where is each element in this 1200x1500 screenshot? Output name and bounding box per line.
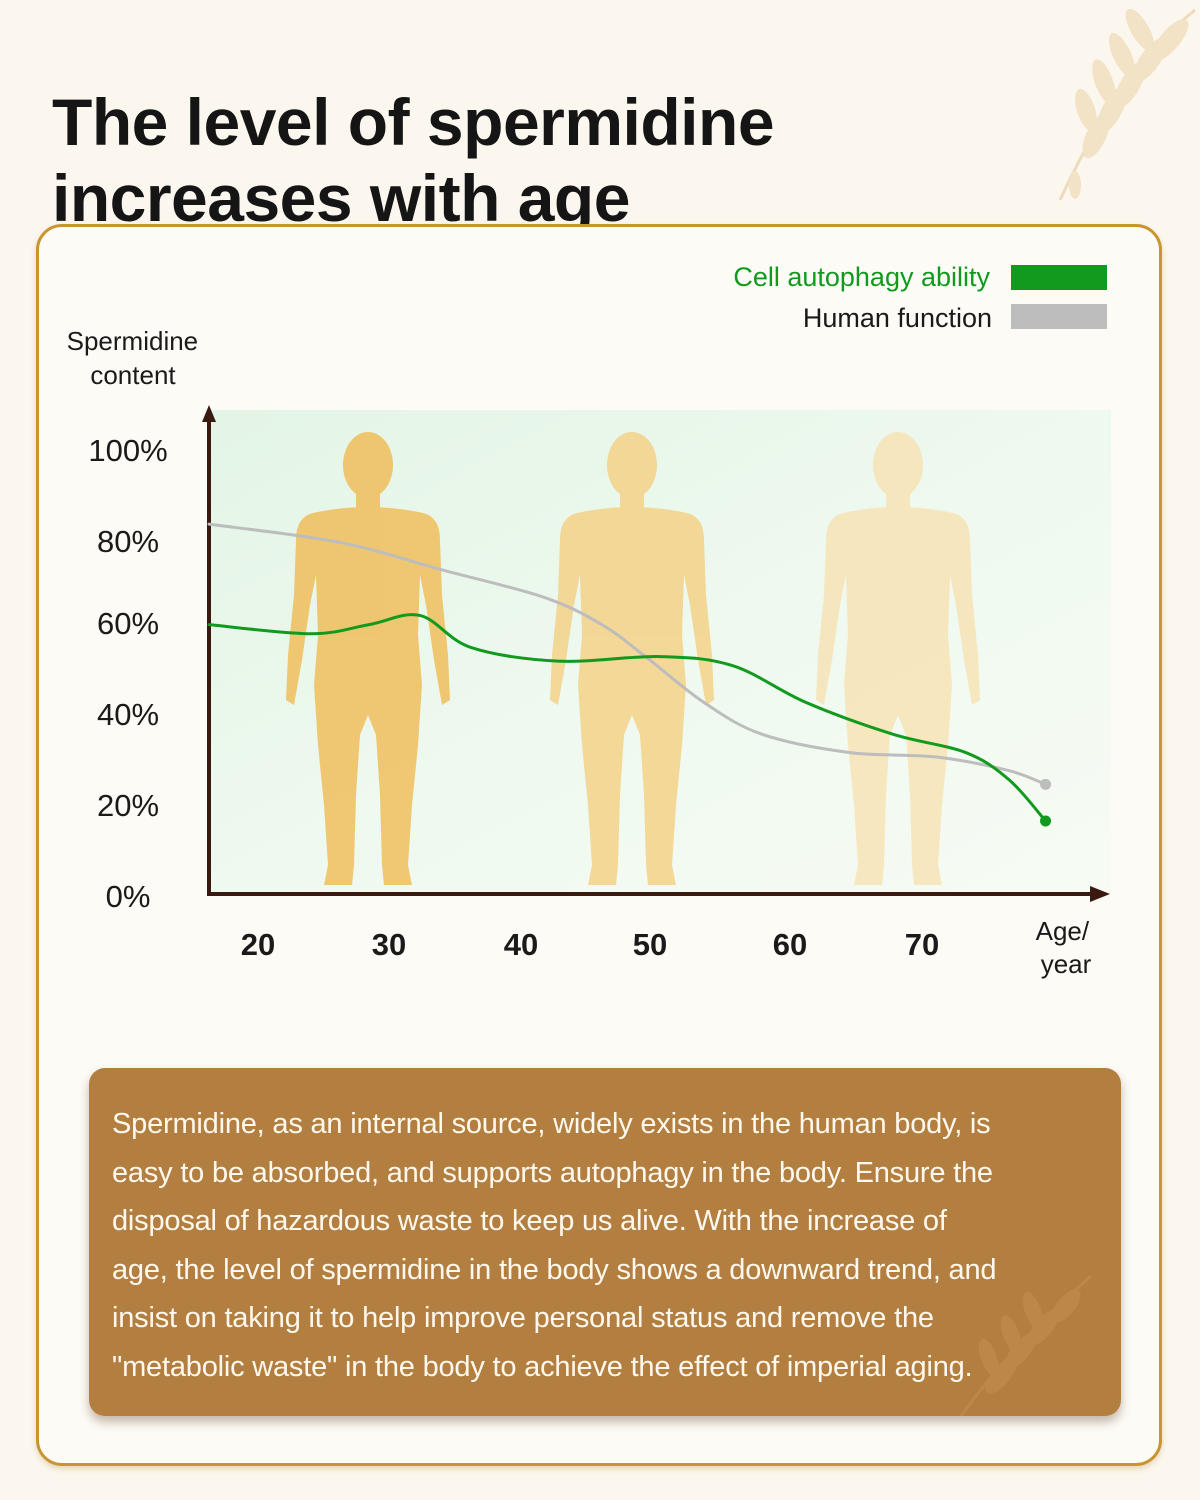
series-layer	[207, 522, 1052, 827]
info-box: Spermidine, as an internal source, widel…	[89, 1068, 1121, 1416]
info-paragraph: Spermidine, as an internal source, widel…	[112, 1100, 1099, 1391]
y-tick-label: 60%	[97, 606, 159, 641]
legend-swatch-autophagy	[1011, 265, 1107, 290]
x-axis-arrow-icon	[1090, 886, 1110, 902]
chart: 100% 80% 60% 40% 20% 0% 20 30 40 50 60 7…	[67, 262, 1111, 979]
wheat-watermark-icon	[959, 1274, 1092, 1416]
y-tick-label: 0%	[106, 879, 151, 914]
x-axis-label: Age/ year	[1036, 916, 1097, 979]
series-end-point-function	[1040, 778, 1052, 790]
info-line: Spermidine, as an internal source, widel…	[112, 1108, 991, 1140]
y-axis-arrow-icon	[202, 405, 216, 422]
legend-label-autophagy: Cell autophagy ability	[733, 262, 990, 292]
info-line: easy to be absorbed, and supports autoph…	[112, 1156, 993, 1189]
page-title: The level of spermidine increases with a…	[52, 84, 952, 236]
y-axis-label-line-1: Spermidine	[67, 326, 199, 356]
legend-swatch-function	[1011, 304, 1107, 329]
info-line: disposal of hazardous waste to keep us a…	[112, 1205, 947, 1237]
series-line-function	[207, 522, 1048, 786]
y-tick-label: 100%	[88, 433, 167, 468]
x-axis-label-line-2: year	[1041, 949, 1092, 979]
x-tick-label: 20	[241, 927, 275, 962]
y-tick-label: 20%	[97, 788, 159, 823]
x-axis-label-line-1: Age/	[1036, 916, 1090, 946]
x-tick-label: 50	[633, 927, 667, 962]
info-line: insist on taking it to help improve pers…	[112, 1302, 934, 1334]
series-end-point-autophagy	[1040, 815, 1052, 827]
x-tick-label: 70	[905, 927, 939, 962]
info-line: "metabolic waste" in the body to achieve…	[112, 1350, 973, 1383]
y-tick-label: 80%	[97, 524, 159, 559]
page-title-line-2: increases with age	[52, 161, 630, 236]
legend-label-function: Human function	[803, 303, 992, 333]
x-tick-label: 30	[372, 927, 406, 962]
series-line-autophagy	[207, 613, 1048, 823]
axes	[202, 405, 1110, 902]
info-line: age, the level of spermidine in the body…	[112, 1253, 997, 1286]
wheat-decoration-icon	[1058, 8, 1196, 201]
y-tick-label: 40%	[97, 697, 159, 732]
y-axis-label: Spermidine content	[67, 326, 206, 390]
y-axis-label-line-2: content	[90, 360, 176, 390]
page-title-line-1: The level of spermidine	[52, 85, 775, 160]
x-tick-label: 40	[504, 927, 538, 962]
x-tick-label: 60	[773, 927, 807, 962]
legend: Cell autophagy ability Human function	[733, 262, 1107, 333]
